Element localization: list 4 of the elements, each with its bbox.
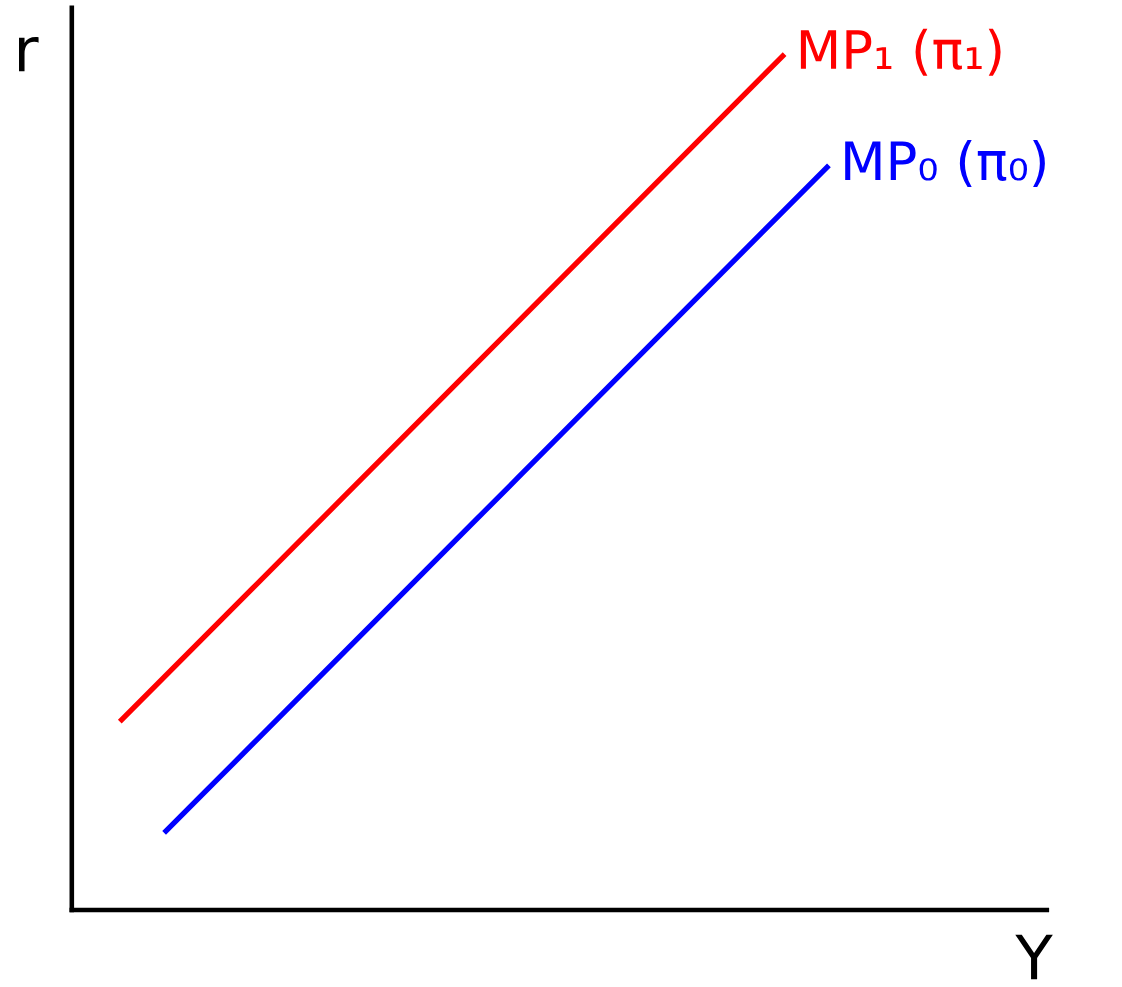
series-label: MP₁ (π₁) — [800, 28, 1001, 76]
x-axis-title: Y — [1015, 934, 1053, 980]
y-axis-title: r — [19, 36, 39, 72]
series-label: MP₀ (π₀) — [845, 139, 1045, 187]
